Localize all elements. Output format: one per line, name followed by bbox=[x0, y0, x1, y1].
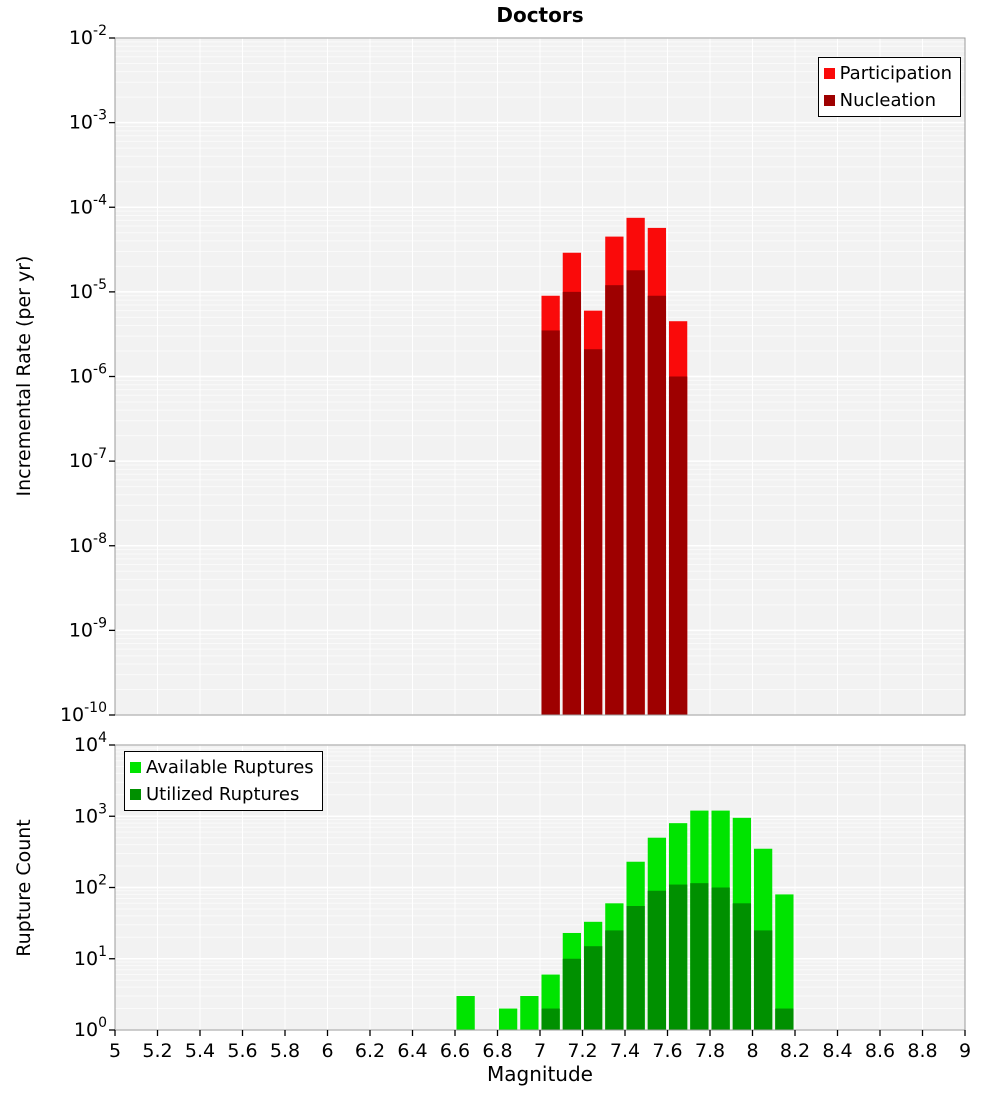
bar-nucleation bbox=[541, 330, 560, 715]
bar-nucleation bbox=[647, 295, 667, 715]
chart-title: Doctors bbox=[496, 3, 584, 27]
legend-item-utilized-ruptures: Utilized Ruptures bbox=[130, 781, 314, 808]
x-tick-label: 5.6 bbox=[227, 1040, 257, 1062]
x-tick-label: 7 bbox=[534, 1040, 546, 1062]
x-tick-label: 9 bbox=[959, 1040, 971, 1062]
y-tick-label: 10-10 bbox=[60, 700, 107, 726]
y-tick-label: 10-2 bbox=[69, 23, 107, 49]
x-tick-label: 6.8 bbox=[482, 1040, 512, 1062]
legend-item-participation: Participation bbox=[823, 60, 952, 87]
bar-utilized-ruptures bbox=[668, 884, 688, 1030]
bar-nucleation bbox=[668, 376, 688, 715]
bar-utilized-ruptures bbox=[562, 958, 582, 1030]
bar-available-ruptures bbox=[456, 996, 475, 1030]
x-tick-label: 8.6 bbox=[865, 1040, 895, 1062]
participation-swatch-icon bbox=[823, 68, 835, 79]
y-tick-label: 10-4 bbox=[69, 192, 107, 218]
x-tick-label: 8 bbox=[746, 1040, 758, 1062]
bar-nucleation bbox=[562, 291, 582, 715]
legend-item-available-ruptures: Available Ruptures bbox=[130, 754, 314, 781]
x-tick-label: 5 bbox=[109, 1040, 121, 1062]
legend-item-nucleation: Nucleation bbox=[823, 87, 952, 114]
y-tick-label: 10-9 bbox=[69, 615, 107, 641]
bar-utilized-ruptures bbox=[732, 903, 752, 1030]
legend-label-nucleation: Nucleation bbox=[839, 90, 936, 111]
y-tick-label: 104 bbox=[74, 730, 107, 756]
y-tick-label: 102 bbox=[74, 873, 107, 899]
y-tick-label: 10-7 bbox=[69, 446, 107, 472]
bottom-y-axis-label: Rupture Count bbox=[13, 819, 35, 957]
bar-nucleation bbox=[626, 270, 645, 715]
x-tick-label: 7.6 bbox=[652, 1040, 682, 1062]
nucleation-swatch-icon bbox=[823, 95, 835, 106]
chart-panel-0: 10-2 10-3 10-4 10-5 10-6 10-7 10-8 10-9 10-10 bbox=[60, 23, 966, 726]
bar-nucleation bbox=[605, 285, 624, 715]
legend-bottom: Available Ruptures Utilized Ruptures bbox=[124, 751, 323, 811]
top-y-axis-label: Incremental Rate (per yr) bbox=[13, 255, 35, 497]
y-tick-label: 103 bbox=[74, 801, 107, 827]
bar-utilized-ruptures bbox=[711, 887, 730, 1030]
bar-utilized-ruptures bbox=[753, 930, 773, 1030]
x-tick-label: 5.4 bbox=[185, 1040, 215, 1062]
y-tick-label: 10-5 bbox=[69, 277, 107, 303]
bar-available-ruptures bbox=[775, 894, 794, 1030]
y-tick-label: 10-8 bbox=[69, 531, 107, 557]
x-tick-label: 5.2 bbox=[142, 1040, 172, 1062]
bar-utilized-ruptures bbox=[541, 1008, 560, 1030]
bar-utilized-ruptures bbox=[647, 890, 667, 1030]
legend-label-utilized-ruptures: Utilized Ruptures bbox=[146, 784, 300, 805]
bar-utilized-ruptures bbox=[690, 883, 709, 1030]
x-tick-label: 7.2 bbox=[567, 1040, 597, 1062]
y-tick-label: 100 bbox=[74, 1015, 107, 1041]
available-ruptures-swatch-icon bbox=[130, 762, 141, 773]
x-tick-label: 8.8 bbox=[907, 1040, 937, 1062]
y-tick-label: 101 bbox=[74, 944, 107, 970]
y-tick-label: 10-6 bbox=[69, 362, 107, 388]
utilized-ruptures-swatch-icon bbox=[130, 789, 141, 800]
legend-label-available-ruptures: Available Ruptures bbox=[146, 757, 314, 778]
y-tick-label: 10-3 bbox=[69, 108, 107, 134]
bar-utilized-ruptures bbox=[775, 1008, 794, 1030]
x-tick-label: 6 bbox=[321, 1040, 333, 1062]
bar-nucleation bbox=[583, 349, 603, 715]
x-tick-label: 6.6 bbox=[440, 1040, 470, 1062]
bar-utilized-ruptures bbox=[626, 905, 645, 1030]
x-tick-label: 8.4 bbox=[822, 1040, 852, 1062]
x-tick-label: 7.8 bbox=[695, 1040, 725, 1062]
x-tick-label: 5.8 bbox=[270, 1040, 300, 1062]
legend-label-participation: Participation bbox=[839, 63, 952, 84]
bar-available-ruptures bbox=[498, 1008, 518, 1030]
x-tick-label: 8.2 bbox=[780, 1040, 810, 1062]
bar-available-ruptures bbox=[520, 996, 539, 1030]
bar-utilized-ruptures bbox=[583, 946, 603, 1030]
x-tick-label: 7.4 bbox=[610, 1040, 640, 1062]
bar-utilized-ruptures bbox=[605, 930, 624, 1030]
x-axis-label: Magnitude bbox=[487, 1062, 593, 1086]
x-tick-label: 6.4 bbox=[397, 1040, 427, 1062]
x-tick-label: 6.2 bbox=[355, 1040, 385, 1062]
legend-top: Participation Nucleation bbox=[817, 57, 961, 117]
